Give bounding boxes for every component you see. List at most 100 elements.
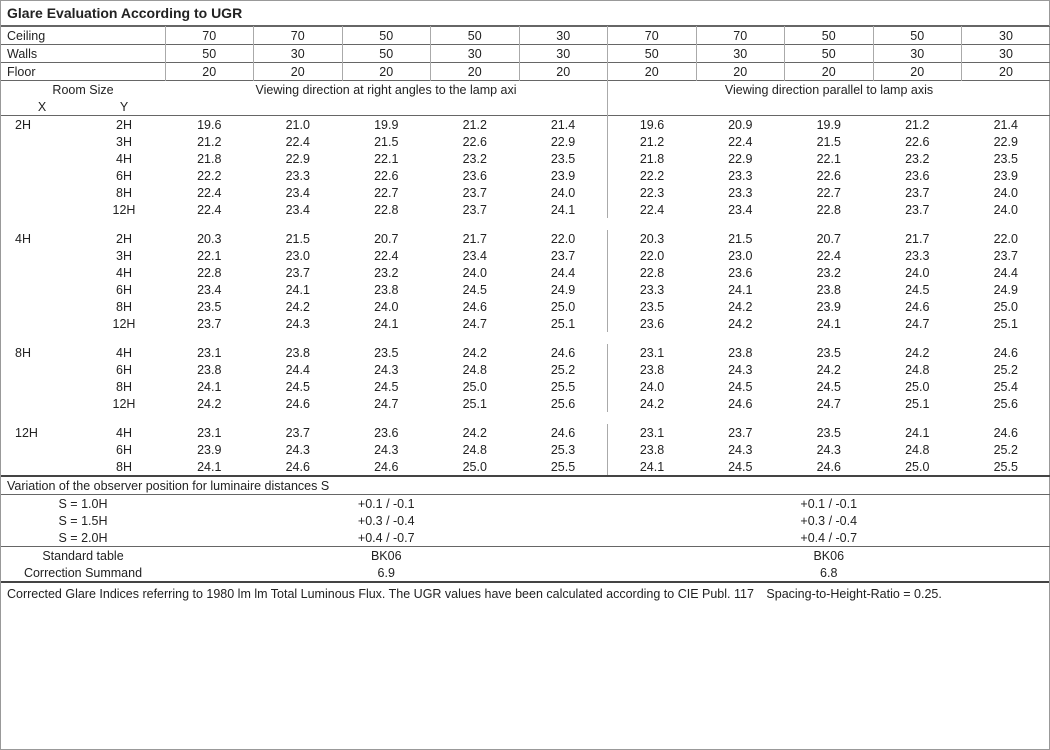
x-cell: 8H xyxy=(1,344,83,361)
group-right-header: Viewing direction parallel to lamp axis xyxy=(608,81,1050,99)
value-cell: 24.0 xyxy=(962,184,1050,201)
value-cell: 24.2 xyxy=(785,361,874,378)
data-row: 8H24.124.524.525.025.524.024.524.525.025… xyxy=(1,378,1050,395)
value-cell: 22.9 xyxy=(962,133,1050,150)
value-cell: 23.4 xyxy=(254,184,343,201)
value-cell: 25.5 xyxy=(962,458,1050,476)
value-cell: 24.4 xyxy=(962,264,1050,281)
value-cell: 23.9 xyxy=(785,298,874,315)
value-cell: 24.0 xyxy=(431,264,520,281)
ceiling-row: Ceiling 70 70 50 50 30 70 70 50 50 30 xyxy=(1,27,1050,45)
y-cell: 6H xyxy=(83,441,165,458)
value-cell: 24.5 xyxy=(785,378,874,395)
corr-right: 6.8 xyxy=(608,564,1050,581)
value-cell: 22.4 xyxy=(254,133,343,150)
value-cell: 23.2 xyxy=(342,264,431,281)
value-cell: 21.8 xyxy=(608,150,697,167)
value-cell: 23.6 xyxy=(342,424,431,441)
data-row: 2H2H19.621.019.921.221.419.620.919.921.2… xyxy=(1,116,1050,134)
value-cell: 23.4 xyxy=(165,281,254,298)
value-cell: 22.4 xyxy=(165,184,254,201)
value-cell: 24.6 xyxy=(785,458,874,476)
value-cell: 25.1 xyxy=(873,395,962,412)
value-cell: 22.7 xyxy=(342,184,431,201)
variation-s: S = 2.0H xyxy=(1,529,165,547)
y-cell: 3H xyxy=(83,133,165,150)
value-cell: 23.7 xyxy=(431,201,520,218)
value-cell: 22.2 xyxy=(165,167,254,184)
value-cell: 22.9 xyxy=(696,150,785,167)
value-cell: 22.0 xyxy=(519,230,608,247)
value-cell: 19.9 xyxy=(785,116,874,134)
value-cell: 20.3 xyxy=(608,230,697,247)
room-size-header: Room Size Viewing direction at right ang… xyxy=(1,81,1050,99)
value-cell: 24.2 xyxy=(696,315,785,332)
value-cell: 24.5 xyxy=(342,378,431,395)
x-cell xyxy=(1,395,83,412)
y-cell: 2H xyxy=(83,116,165,134)
value-cell: 23.1 xyxy=(165,424,254,441)
spacer-row xyxy=(1,412,1050,424)
value-cell: 24.0 xyxy=(342,298,431,315)
value-cell: 22.4 xyxy=(696,133,785,150)
value-cell: 24.4 xyxy=(519,264,608,281)
value-cell: 22.8 xyxy=(785,201,874,218)
value-cell: 24.1 xyxy=(608,458,697,476)
value-cell: 23.6 xyxy=(696,264,785,281)
value-cell: 24.8 xyxy=(873,441,962,458)
value-cell: 23.5 xyxy=(608,298,697,315)
value-cell: 23.6 xyxy=(431,167,520,184)
value-cell: 23.9 xyxy=(165,441,254,458)
room-size-label: Room Size xyxy=(1,81,165,99)
data-row: 8H23.524.224.024.625.023.524.223.924.625… xyxy=(1,298,1050,315)
value-cell: 20.3 xyxy=(165,230,254,247)
value-cell: 24.2 xyxy=(254,298,343,315)
value-cell: 24.5 xyxy=(254,378,343,395)
value-cell: 24.9 xyxy=(519,281,608,298)
value-cell: 23.7 xyxy=(696,424,785,441)
value-cell: 24.5 xyxy=(431,281,520,298)
y-cell: 8H xyxy=(83,298,165,315)
value-cell: 24.6 xyxy=(342,458,431,476)
value-cell: 24.7 xyxy=(431,315,520,332)
value-cell: 22.6 xyxy=(342,167,431,184)
value-cell: 22.7 xyxy=(785,184,874,201)
value-cell: 23.2 xyxy=(431,150,520,167)
value-cell: 21.7 xyxy=(873,230,962,247)
spacer-row xyxy=(1,332,1050,344)
value-cell: 23.7 xyxy=(873,184,962,201)
value-cell: 24.2 xyxy=(873,344,962,361)
value-cell: 23.5 xyxy=(342,344,431,361)
value-cell: 25.0 xyxy=(962,298,1050,315)
footnote: Corrected Glare Indices referring to 198… xyxy=(1,581,1049,605)
value-cell: 25.6 xyxy=(519,395,608,412)
value-cell: 24.6 xyxy=(519,344,608,361)
value-cell: 24.2 xyxy=(165,395,254,412)
table-title: Glare Evaluation According to UGR xyxy=(1,1,1049,26)
data-row: 6H23.824.424.324.825.223.824.324.224.825… xyxy=(1,361,1050,378)
value-cell: 23.8 xyxy=(254,344,343,361)
value-cell: 22.1 xyxy=(342,150,431,167)
value-cell: 23.3 xyxy=(254,167,343,184)
x-cell xyxy=(1,361,83,378)
value-cell: 24.5 xyxy=(696,378,785,395)
value-cell: 22.8 xyxy=(342,201,431,218)
value-cell: 24.6 xyxy=(873,298,962,315)
value-cell: 23.8 xyxy=(608,361,697,378)
variation-left: +0.4 / -0.7 xyxy=(165,529,608,547)
value-cell: 23.1 xyxy=(608,424,697,441)
data-row: 8H24.124.624.625.025.524.124.524.625.025… xyxy=(1,458,1050,476)
value-cell: 20.9 xyxy=(696,116,785,134)
variation-row: S = 1.0H+0.1 / -0.1+0.1 / -0.1 xyxy=(1,495,1050,513)
value-cell: 24.1 xyxy=(342,315,431,332)
x-cell xyxy=(1,281,83,298)
value-cell: 22.6 xyxy=(873,133,962,150)
value-cell: 21.5 xyxy=(342,133,431,150)
variation-left: +0.1 / -0.1 xyxy=(165,495,608,513)
variation-right: +0.3 / -0.4 xyxy=(608,512,1050,529)
variation-body: S = 1.0H+0.1 / -0.1+0.1 / -0.1S = 1.5H+0… xyxy=(1,495,1050,547)
variation-title-row: Variation of the observer position for l… xyxy=(1,476,1050,495)
value-cell: 21.4 xyxy=(962,116,1050,134)
correction-label: Correction Summand xyxy=(1,564,165,581)
x-label: X xyxy=(1,98,83,116)
